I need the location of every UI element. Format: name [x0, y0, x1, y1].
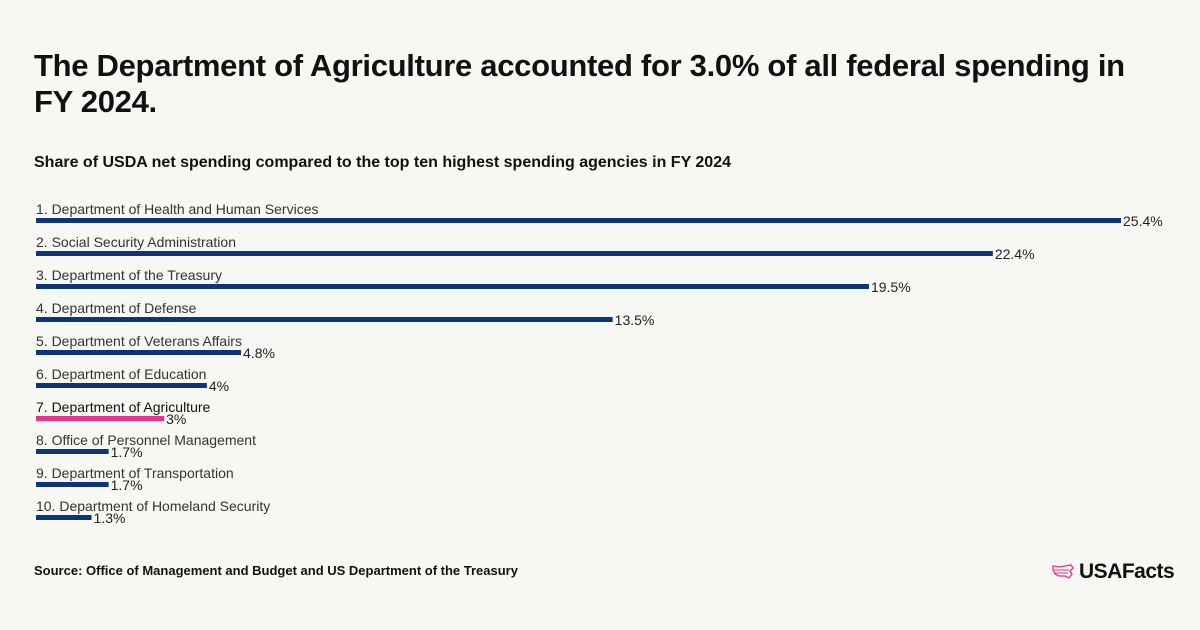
usafacts-logo: USAFacts [1051, 560, 1175, 584]
bar [36, 317, 613, 322]
chart-title: The Department of Agriculture accounted … [34, 48, 1125, 119]
category-label: 10. Department of Homeland Security [36, 498, 270, 514]
category-label: 1. Department of Health and Human Servic… [36, 201, 318, 217]
bar [36, 251, 993, 256]
bar [36, 416, 165, 421]
value-label: 19.5% [871, 279, 911, 295]
bar [36, 515, 92, 520]
chart-subtitle: Share of USDA net spending compared to t… [34, 154, 731, 171]
value-label: 4.8% [243, 345, 275, 361]
bar [36, 218, 1121, 223]
category-label: 4. Department of Defense [36, 300, 197, 316]
category-label: 2. Social Security Administration [36, 234, 236, 250]
value-label: 22.4% [995, 246, 1035, 262]
value-label: 1.7% [111, 444, 143, 460]
bar [36, 284, 869, 289]
source-note: Source: Office of Management and Budget … [34, 563, 518, 578]
category-label: 3. Department of the Treasury [36, 267, 222, 283]
value-label: 25.4% [1123, 213, 1163, 229]
bar [36, 482, 109, 487]
bar [36, 350, 242, 355]
category-label: 9. Department of Transportation [36, 465, 234, 481]
category-label: 7. Department of Agriculture [36, 399, 211, 415]
value-label: 13.5% [615, 312, 655, 328]
value-label: 4% [209, 378, 229, 394]
logo-text: USAFacts [1079, 560, 1175, 583]
category-label: 5. Department of Veterans Affairs [36, 333, 242, 349]
bar [36, 449, 109, 454]
bar [36, 383, 207, 388]
us-map-icon [1052, 564, 1074, 579]
value-label: 1.7% [111, 477, 143, 493]
category-label: 6. Department of Education [36, 366, 206, 382]
value-label: 1.3% [94, 510, 126, 526]
value-label: 3% [166, 411, 186, 427]
category-label: 8. Office of Personnel Management [36, 432, 256, 448]
